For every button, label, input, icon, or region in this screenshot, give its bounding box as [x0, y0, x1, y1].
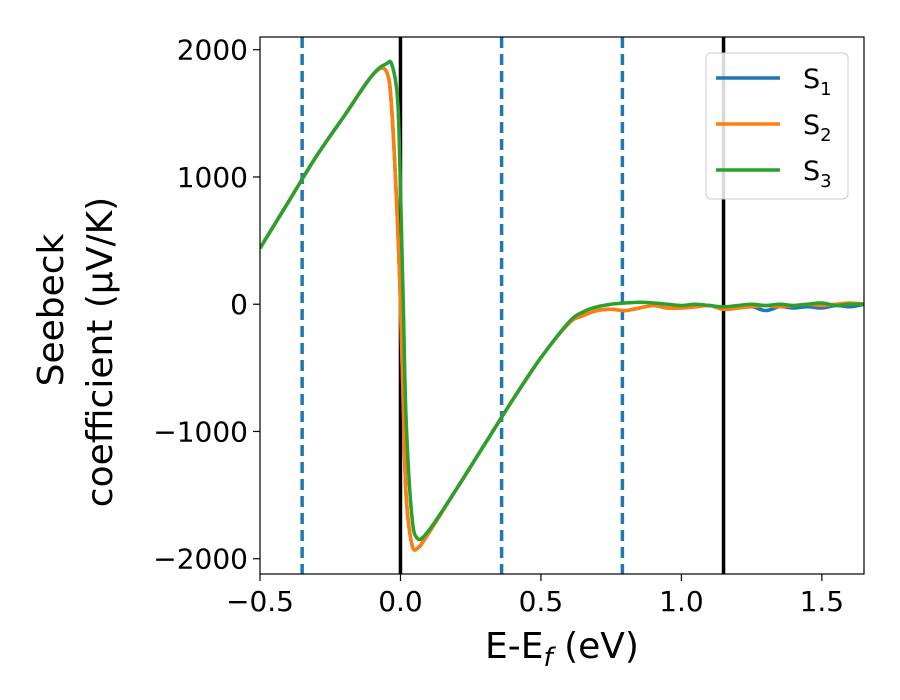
x-axis-title-unit: (eV) [553, 626, 639, 667]
y-axis-title-line1: Seebeck [31, 233, 72, 386]
legend-box [705, 52, 849, 200]
y-axis-title: Seebeck coefficient (μV/K) [31, 197, 121, 507]
y-tick-label: 2000 [177, 34, 248, 67]
plot-frame [259, 36, 865, 575]
legend-label-S3: S3 [803, 156, 832, 192]
y-tick-label: 1000 [177, 161, 248, 194]
x-tick-label: 1.0 [659, 585, 704, 618]
series-line-S3 [260, 59, 864, 542]
x-tick-label: 0.5 [519, 585, 564, 618]
x-axis-title-main: E-E [485, 626, 543, 667]
series-group [260, 59, 864, 552]
x-tick-label: 0.0 [378, 585, 423, 618]
x-tick-label: −0.5 [226, 585, 294, 618]
legend-label-S2: S2 [803, 110, 832, 146]
legend: S1 S2 S3 [705, 52, 849, 200]
x-tick-label: 1.5 [800, 585, 845, 618]
y-tick-label: 0 [230, 288, 248, 321]
y-axis-title-line2: coefficient (μV/K) [80, 197, 121, 507]
y-axis-ticks: 2000 1000 0 −1000 −2000 [153, 34, 260, 576]
legend-label-S1: S1 [803, 64, 832, 100]
y-tick-label: −1000 [153, 415, 248, 448]
y-tick-label: −2000 [153, 543, 248, 576]
x-axis-title: E-Ef (eV) [485, 626, 639, 673]
x-axis-ticks: −0.5 0.0 0.5 1.0 1.5 [226, 574, 844, 618]
